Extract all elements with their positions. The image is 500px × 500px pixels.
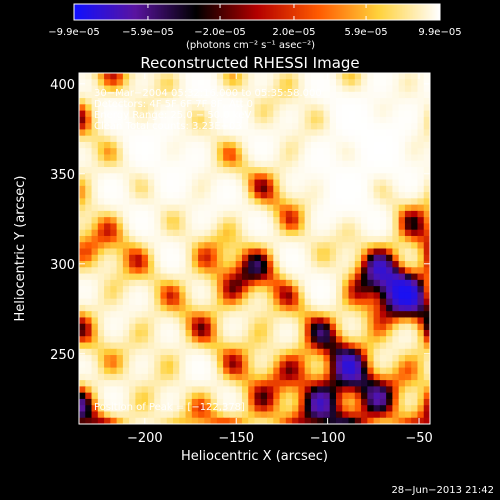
footer-date: 28−Jun−2013 21:42 <box>391 485 494 496</box>
x-tick-label: −50 <box>405 431 432 446</box>
colorbar-tick-label: 2.0e−05 <box>272 27 315 38</box>
colorbar-tick-label: 9.9e−05 <box>418 27 461 38</box>
peak-position-label: Position of Peak = [−122,378] <box>94 402 245 413</box>
annotation-line: 30−Mar−2004 05:32:16.000 to 05:35:58.000 <box>94 88 322 99</box>
colorbar-tick-label: 5.9e−05 <box>344 27 387 38</box>
x-tick-label: −150 <box>218 431 254 446</box>
annotation-line: Clean Total counts: 3.23E+03 <box>94 121 242 132</box>
annotation-line: Energy Range: 25.0 − 50.0 keV <box>94 110 251 121</box>
x-axis-label: Heliocentric X (arcsec) <box>181 449 328 464</box>
y-axis-label: Heliocentric Y (arcsec) <box>13 176 28 322</box>
colorbar <box>74 4 440 20</box>
heatmap-image <box>79 73 430 424</box>
y-tick-label: 300 <box>50 258 75 273</box>
colorbar-unit-label: (photons cm⁻² s⁻¹ asec⁻²) <box>186 40 316 51</box>
plot-frame <box>78 72 431 425</box>
annotation-line: Detectors: 4F 5F 6F 7F 8F, Att 0 <box>94 99 253 110</box>
x-tick-label: −100 <box>310 431 346 446</box>
y-tick-label: 400 <box>50 78 75 93</box>
y-tick-label: 350 <box>50 168 75 183</box>
x-tick-label: −200 <box>127 431 163 446</box>
colorbar-tick-label: −2.0e−05 <box>194 27 246 38</box>
colorbar-tick-label: −5.9e−05 <box>122 27 174 38</box>
colorbar-frame <box>73 3 441 21</box>
y-tick-label: 250 <box>50 348 75 363</box>
colorbar-tick-label: −9.9e−05 <box>48 27 100 38</box>
chart-title: Reconstructed RHESSI Image <box>140 54 360 72</box>
